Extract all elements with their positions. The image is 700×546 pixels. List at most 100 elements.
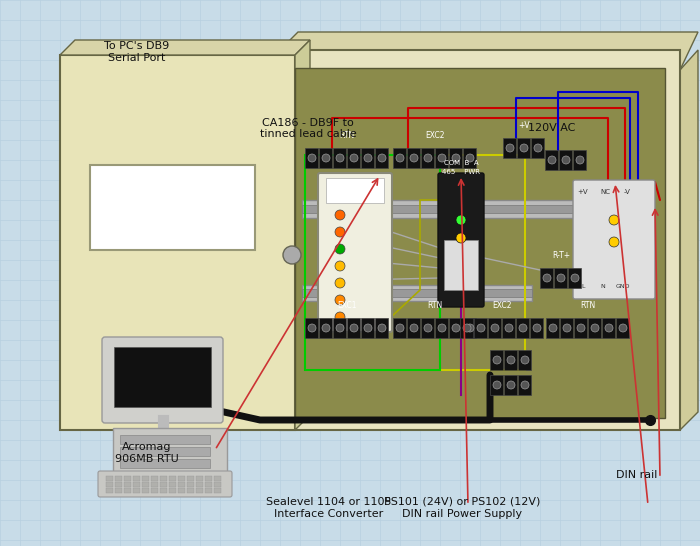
Bar [169, 482, 176, 487]
Bar [573, 150, 586, 170]
Bar [421, 318, 434, 338]
Bar [361, 318, 374, 338]
Circle shape [308, 324, 316, 332]
Circle shape [619, 324, 627, 332]
Circle shape [557, 274, 565, 282]
Bar [106, 482, 113, 487]
Bar [302, 285, 532, 301]
Bar [196, 476, 203, 481]
Bar [160, 482, 167, 487]
Bar [361, 148, 374, 168]
Text: N: N [601, 283, 606, 288]
Circle shape [452, 154, 460, 162]
Bar [114, 347, 211, 407]
Circle shape [335, 312, 345, 322]
Bar [588, 318, 601, 338]
Text: GND: GND [616, 283, 630, 288]
Circle shape [378, 154, 386, 162]
Bar [545, 150, 558, 170]
Polygon shape [295, 40, 310, 430]
FancyBboxPatch shape [98, 471, 232, 497]
Circle shape [335, 244, 345, 254]
Text: RTN: RTN [428, 301, 442, 311]
Bar [568, 268, 581, 288]
Circle shape [543, 274, 551, 282]
Circle shape [548, 156, 556, 164]
Text: To PC's DB9
Serial Port: To PC's DB9 Serial Port [104, 41, 169, 63]
Bar [124, 488, 131, 493]
Circle shape [335, 261, 345, 271]
Circle shape [506, 144, 514, 152]
Circle shape [350, 154, 358, 162]
Bar [302, 205, 652, 213]
Polygon shape [60, 40, 310, 55]
Circle shape [609, 237, 619, 247]
FancyBboxPatch shape [438, 173, 484, 307]
Bar [503, 138, 516, 158]
Bar [516, 318, 529, 338]
Bar [463, 318, 476, 338]
Bar [160, 488, 167, 493]
Circle shape [424, 324, 432, 332]
Circle shape [456, 215, 466, 225]
Circle shape [335, 295, 345, 305]
Bar [120, 447, 210, 456]
Circle shape [563, 324, 571, 332]
Bar [124, 482, 131, 487]
Bar [205, 476, 212, 481]
Text: -V: -V [624, 189, 631, 195]
Bar [560, 318, 573, 338]
Bar [187, 482, 194, 487]
Bar [375, 318, 388, 338]
Bar [133, 482, 140, 487]
FancyBboxPatch shape [102, 337, 223, 423]
Bar [169, 488, 176, 493]
Bar [115, 482, 122, 487]
Bar [490, 350, 503, 370]
Circle shape [519, 324, 527, 332]
Text: +V: +V [578, 189, 588, 195]
Bar [488, 318, 501, 338]
Circle shape [493, 381, 501, 389]
Circle shape [452, 324, 460, 332]
Bar [205, 482, 212, 487]
Bar [214, 476, 221, 481]
Bar [435, 318, 448, 338]
Circle shape [410, 324, 418, 332]
Circle shape [308, 154, 316, 162]
Bar [530, 318, 543, 338]
Bar [142, 488, 149, 493]
Circle shape [491, 324, 499, 332]
Circle shape [562, 156, 570, 164]
Bar [115, 488, 122, 493]
Bar [444, 240, 478, 290]
Circle shape [364, 154, 372, 162]
Bar [460, 318, 473, 338]
Bar [449, 318, 462, 338]
Circle shape [609, 215, 619, 225]
Circle shape [520, 144, 528, 152]
Circle shape [424, 154, 432, 162]
Circle shape [577, 324, 585, 332]
Bar [133, 488, 140, 493]
Circle shape [507, 356, 515, 364]
Bar [517, 138, 530, 158]
Circle shape [283, 246, 301, 264]
Circle shape [466, 154, 474, 162]
Text: R-T+: R-T+ [552, 252, 570, 260]
Bar [449, 148, 462, 168]
Circle shape [571, 274, 579, 282]
Bar [375, 148, 388, 168]
Bar [133, 476, 140, 481]
Text: EXC2: EXC2 [492, 301, 512, 311]
Bar [347, 148, 360, 168]
Bar [504, 375, 517, 395]
Bar [90, 165, 255, 250]
Text: RTN: RTN [580, 301, 596, 311]
Circle shape [456, 233, 466, 243]
Bar [518, 350, 531, 370]
Bar [616, 318, 629, 338]
Circle shape [335, 227, 345, 237]
Circle shape [322, 324, 330, 332]
Bar [178, 482, 185, 487]
